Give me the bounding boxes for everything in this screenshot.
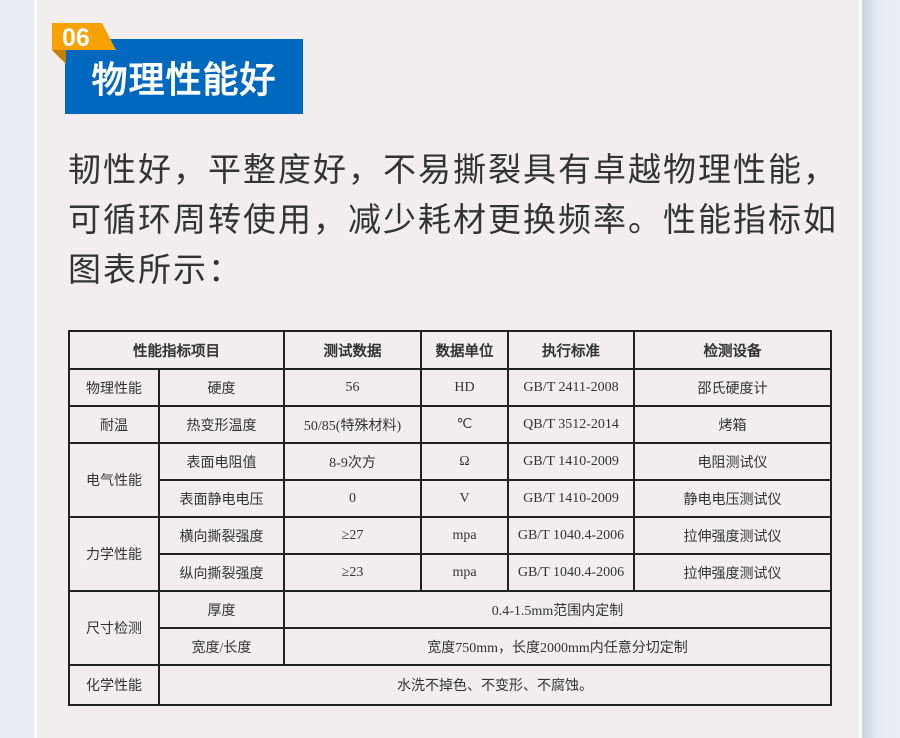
header-cell: 数据单位 [420, 330, 509, 370]
table-row: 尺寸检测 厚度 0.4-1.5mm范围内定制 [68, 590, 832, 666]
device-cell: 邵氏硬度计 [633, 368, 832, 407]
value-cell: ≥23 [283, 553, 422, 592]
group-cell: 物理性能 [68, 368, 160, 407]
device-cell: 电阻测试仪 [633, 442, 832, 481]
right-margin [862, 0, 900, 738]
item-cell: 纵向撕裂强度 [158, 553, 285, 592]
table-row: 宽度/长度 宽度750mm，长度2000mm内任意分切定制 [69, 627, 832, 666]
group-cell: 化学性能 [68, 664, 160, 706]
standard-cell: GB/T 1040.4-2006 [507, 553, 635, 592]
value-cell: ≥27 [283, 516, 422, 555]
spec-table: 性能指标项目 测试数据 数据单位 执行标准 检测设备 物理性能 硬度 56 HD… [68, 330, 832, 706]
standard-cell: GB/T 1410-2009 [507, 442, 635, 481]
header-cell: 检测设备 [633, 330, 832, 370]
table-row: 化学性能 水洗不掉色、不变形、不腐蚀。 [68, 664, 832, 706]
unit-cell: Ω [420, 442, 509, 481]
table-row: 纵向撕裂强度 ≥23 mpa GB/T 1040.4-2006 拉伸强度测试仪 [69, 553, 832, 592]
unit-cell: V [420, 479, 509, 518]
value-cell: 56 [283, 368, 422, 407]
standard-cell: GB/T 1410-2009 [507, 479, 635, 518]
header-cell: 执行标准 [507, 330, 635, 370]
table-row: 表面静电电压 0 V GB/T 1410-2009 静电电压测试仪 [69, 479, 832, 518]
standard-cell: GB/T 2411-2008 [507, 368, 635, 407]
unit-cell: HD [420, 368, 509, 407]
device-cell: 烤箱 [633, 405, 832, 444]
item-cell: 横向撕裂强度 [158, 516, 285, 555]
value-cell: 0 [283, 479, 422, 518]
section-title: 物理性能好 [65, 39, 303, 114]
item-cell: 表面静电电压 [158, 479, 285, 518]
device-cell: 静电电压测试仪 [633, 479, 832, 518]
group-cell: 尺寸检测 [68, 590, 160, 666]
table-header-row: 性能指标项目 测试数据 数据单位 执行标准 检测设备 [68, 330, 832, 370]
group-cell: 耐温 [68, 405, 160, 444]
standard-cell: GB/T 1040.4-2006 [507, 516, 635, 555]
unit-cell: mpa [420, 516, 509, 555]
section-number: 06 [62, 24, 90, 52]
unit-cell: mpa [420, 553, 509, 592]
value-cell: 50/85(特殊材料) [283, 405, 422, 444]
right-edge [859, 0, 862, 738]
device-cell: 拉伸强度测试仪 [633, 553, 832, 592]
item-cell: 热变形温度 [158, 405, 285, 444]
standard-cell: QB/T 3512-2014 [507, 405, 635, 444]
item-cell: 宽度/长度 [158, 627, 285, 666]
left-edge [34, 0, 37, 738]
item-cell: 硬度 [158, 368, 285, 407]
table-row: 力学性能 横向撕裂强度 ≥27 mpa GB/T 1040.4-2006 拉伸强… [68, 516, 832, 592]
description: 韧性好，平整度好，不易撕裂具有卓越物理性能，可循环周转使用，减少耗材更换频率。性… [68, 151, 838, 288]
value-cell: 8-9次方 [283, 442, 422, 481]
unit-cell: ℃ [420, 405, 509, 444]
table-row: 电气性能 表面电阻值 8-9次方 Ω GB/T 1410-2009 电阻测试仪 [68, 442, 832, 518]
item-cell: 厚度 [158, 590, 285, 629]
section-number-fold [52, 50, 66, 64]
header-cell: 测试数据 [283, 330, 422, 370]
merged-cell: 水洗不掉色、不变形、不腐蚀。 [158, 664, 832, 706]
device-cell: 拉伸强度测试仪 [633, 516, 832, 555]
header-cell: 性能指标项目 [68, 330, 285, 370]
group-cell: 力学性能 [68, 516, 160, 592]
table-row: 耐温 热变形温度 50/85(特殊材料) ℃ QB/T 3512-2014 烤箱 [68, 405, 832, 444]
merged-cell: 宽度750mm，长度2000mm内任意分切定制 [283, 627, 832, 666]
left-margin [0, 0, 34, 738]
table-row: 物理性能 硬度 56 HD GB/T 2411-2008 邵氏硬度计 [68, 368, 832, 407]
item-cell: 表面电阻值 [158, 442, 285, 481]
group-cell: 电气性能 [68, 442, 160, 518]
merged-cell: 0.4-1.5mm范围内定制 [283, 590, 832, 629]
